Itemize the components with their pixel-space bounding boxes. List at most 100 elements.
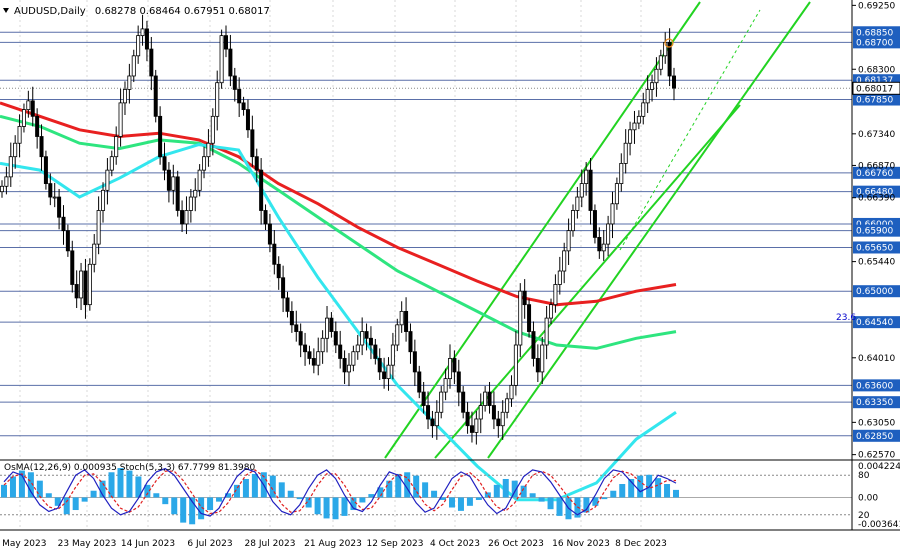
date-label: 1 May 2023: [0, 539, 46, 549]
osma-bar: [1, 484, 7, 498]
candle-body: [527, 304, 532, 332]
candle-body: [74, 284, 79, 299]
candle-body: [193, 189, 198, 198]
candle-body: [399, 310, 404, 326]
candle-body: [114, 136, 119, 158]
stoch-d-line: [3, 469, 676, 515]
candle-body: [303, 344, 308, 353]
candle-body: [101, 189, 106, 211]
candle-body: [395, 324, 400, 346]
level-label: 0.65650: [856, 243, 893, 253]
grid: [19, 0, 642, 530]
candle-body: [390, 344, 395, 366]
high-marker: [664, 38, 674, 48]
candle-body: [180, 210, 185, 225]
candle-body: [4, 176, 9, 187]
candle-body: [491, 405, 496, 420]
date-label: 8 Dec 2023: [615, 539, 667, 549]
osma-bar: [323, 497, 330, 519]
osma-bar: [99, 480, 106, 498]
candle-body: [592, 210, 597, 238]
candle-body: [614, 183, 619, 205]
osma-bar: [207, 497, 214, 511]
candle-body: [461, 391, 466, 413]
level-tag: [853, 224, 900, 237]
level-label: 0.66480: [856, 188, 893, 198]
candle-body: [237, 89, 242, 104]
osma-bar: [431, 490, 438, 498]
candle-body: [355, 344, 360, 353]
date-label: 21 Aug 2023: [304, 539, 362, 549]
candle-body: [549, 304, 554, 319]
osma-bar: [27, 472, 34, 498]
osma-bar: [314, 497, 321, 515]
price-tick-label: 0.66870: [858, 161, 895, 171]
candles: [0, 14, 677, 445]
candle-body: [250, 129, 255, 158]
candle-body: [57, 196, 62, 218]
candle-body: [188, 196, 193, 211]
level-tag: [853, 26, 900, 39]
candle-body: [245, 109, 250, 131]
osma-bar: [296, 497, 303, 500]
price-tick-label: 0.66390: [858, 194, 895, 204]
candle-body: [35, 115, 40, 137]
candle-body: [632, 122, 637, 131]
candle-body: [623, 142, 628, 164]
candle-body: [351, 351, 356, 366]
candle-body: [584, 169, 589, 184]
osma-bar: [72, 497, 79, 511]
osma-bar: [511, 480, 518, 498]
candle-body: [377, 358, 382, 373]
candle-body: [619, 163, 624, 184]
candle-body: [426, 405, 431, 420]
osma-bar: [673, 489, 679, 498]
candle-body: [518, 290, 523, 346]
osma-bar: [422, 482, 429, 498]
candle-body: [562, 250, 567, 272]
candle-body: [342, 358, 347, 373]
candle-body: [184, 210, 189, 225]
candle-body: [346, 364, 351, 373]
candle-body: [83, 270, 88, 306]
candle-body: [272, 243, 277, 265]
osma-bar: [440, 497, 447, 500]
osma-bar: [395, 473, 402, 498]
osma-bar: [341, 497, 348, 516]
candle-body: [87, 263, 92, 306]
indicator-tick-label: 80: [858, 471, 870, 481]
osma-bar: [180, 497, 187, 523]
osma-bar: [144, 484, 151, 498]
candle-body: [166, 169, 171, 191]
ema-cyan-line: [0, 143, 677, 502]
candle-body: [105, 169, 110, 191]
level-tag: [853, 166, 900, 179]
osma-bar: [475, 497, 482, 500]
candle-body: [52, 196, 57, 199]
candle-body: [382, 371, 387, 380]
level-label: 0.63350: [856, 398, 893, 408]
candle-body: [241, 102, 246, 111]
channel-midline: [619, 9, 761, 251]
candle-body: [373, 344, 378, 359]
osma-bar: [305, 497, 312, 508]
osma-bar: [619, 484, 626, 498]
candle-body: [162, 156, 167, 171]
osma-bar: [90, 490, 97, 498]
candle-body: [8, 156, 13, 178]
candle-body: [434, 411, 439, 427]
candle-body: [597, 236, 602, 252]
candle-body: [320, 337, 325, 353]
candle-body: [566, 230, 571, 252]
candle-body: [21, 109, 26, 127]
candle-body: [26, 100, 31, 111]
level-tag: [853, 36, 900, 49]
price-tick-label: 0.63050: [858, 418, 895, 428]
osma-bar: [332, 497, 339, 520]
osma-bar: [108, 472, 115, 498]
osma-bar: [117, 468, 124, 498]
candle-body: [267, 223, 272, 245]
candle-body: [109, 156, 114, 171]
candle-body: [298, 331, 303, 346]
osma-bar: [350, 497, 357, 511]
